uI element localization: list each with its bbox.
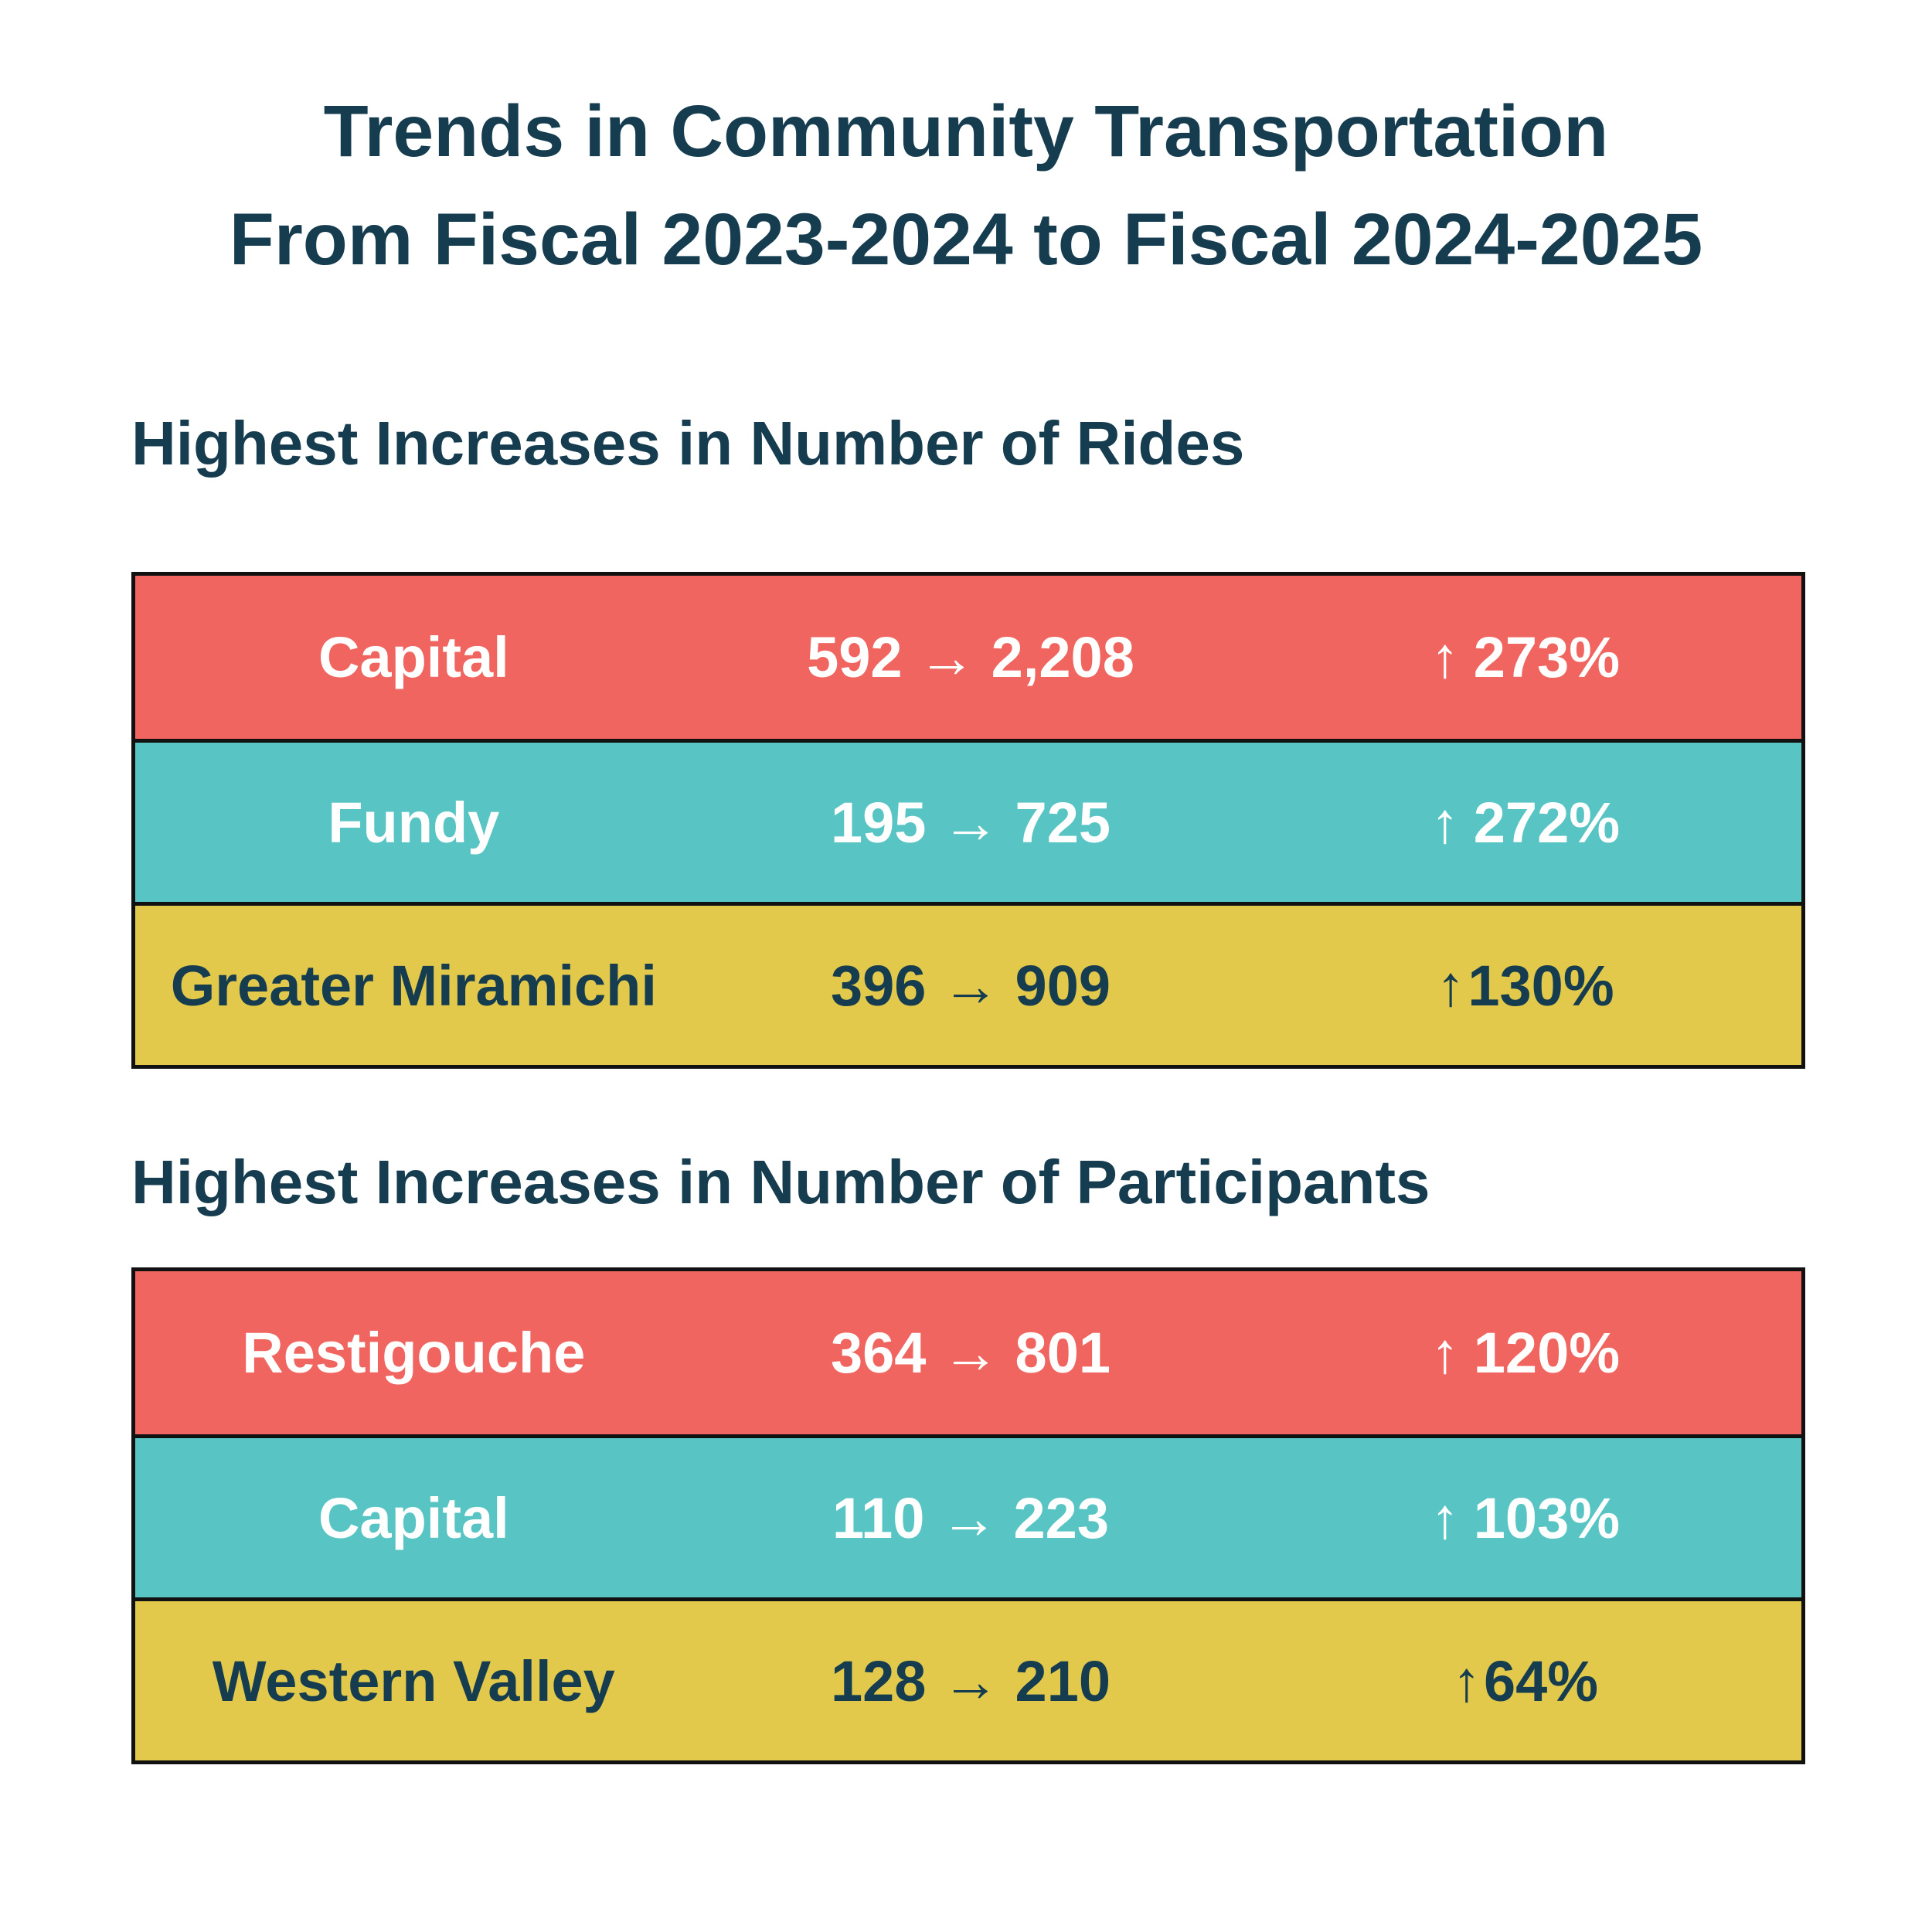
table-row: Capital 592 → 2,208 ↑ 273% — [135, 576, 1801, 739]
value-change: 364 → 801 — [830, 1321, 1111, 1385]
table-row: Restigouche 364 → 801 ↑ 120% — [135, 1271, 1801, 1434]
arrow-up-icon: ↑ — [1436, 953, 1465, 1018]
arrow-up-icon: ↑ — [1430, 790, 1460, 855]
table-row: Western Valley 128 → 210 ↑64% — [135, 1597, 1801, 1760]
percent-value: 272% — [1473, 790, 1621, 855]
participants-table: Restigouche 364 → 801 ↑ 120% Capital 110 … — [131, 1267, 1805, 1764]
percent-change: ↑ 120% — [1249, 1320, 1801, 1386]
participants-section-heading: Highest Increases in Number of Participa… — [131, 1148, 1430, 1216]
value-change: 128 → 210 — [830, 1648, 1111, 1713]
percent-value: 273% — [1473, 625, 1621, 689]
percent-value: 64% — [1483, 1648, 1599, 1713]
value-change: 592 → 2,208 — [807, 625, 1134, 689]
percent-change: ↑ 103% — [1249, 1485, 1801, 1551]
region-name: Fundy — [328, 790, 500, 855]
value-change: 396 → 909 — [830, 953, 1111, 1018]
value-change: 195 → 725 — [830, 790, 1111, 855]
value-change: 110 → 223 — [832, 1485, 1109, 1550]
page-title: Trends in Community Transportation From … — [0, 77, 1932, 294]
percent-change: ↑ 272% — [1249, 790, 1801, 855]
rides-section-heading: Highest Increases in Number of Rides — [131, 409, 1245, 478]
region-name: Capital — [318, 625, 509, 689]
region-name: Restigouche — [242, 1321, 586, 1385]
region-name: Western Valley — [212, 1648, 615, 1713]
table-row: Capital 110 → 223 ↑ 103% — [135, 1434, 1801, 1597]
title-line-2: From Fiscal 2023-2024 to Fiscal 2024-202… — [229, 199, 1703, 281]
rides-table: Capital 592 → 2,208 ↑ 273% Fundy 195 → 72… — [131, 572, 1805, 1069]
percent-change: ↑ 273% — [1249, 624, 1801, 690]
region-name: Greater Miramichi — [170, 953, 657, 1018]
arrow-up-icon: ↑ — [1430, 1321, 1460, 1385]
percent-change: ↑130% — [1249, 953, 1801, 1019]
percent-value: 120% — [1473, 1321, 1621, 1385]
arrow-up-icon: ↑ — [1430, 1485, 1460, 1550]
arrow-up-icon: ↑ — [1430, 625, 1460, 689]
arrow-up-icon: ↑ — [1452, 1648, 1481, 1713]
title-line-1: Trends in Community Transportation — [323, 90, 1609, 172]
percent-value: 130% — [1468, 953, 1614, 1018]
percent-change: ↑64% — [1249, 1648, 1801, 1714]
table-row: Fundy 195 → 725 ↑ 272% — [135, 739, 1801, 902]
percent-value: 103% — [1473, 1485, 1621, 1550]
region-name: Capital — [318, 1485, 509, 1550]
table-row: Greater Miramichi 396 → 909 ↑130% — [135, 902, 1801, 1065]
